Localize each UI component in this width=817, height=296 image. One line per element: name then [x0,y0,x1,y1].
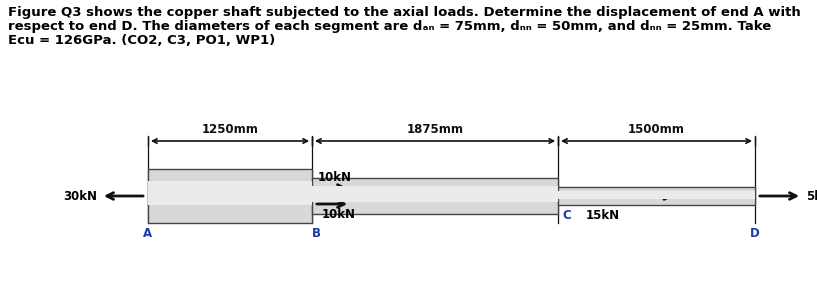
Text: 1500mm: 1500mm [628,123,685,136]
Text: 1250mm: 1250mm [202,123,258,136]
Text: 1875mm: 1875mm [407,123,463,136]
Bar [148,169,312,223]
Text: 10kN: 10kN [322,208,356,221]
Text: 15kN: 15kN [586,209,620,222]
Bar [312,186,558,202]
Text: 10kN: 10kN [318,171,352,184]
Bar [312,178,558,214]
Bar [148,181,312,205]
Text: D: D [750,227,760,240]
Text: A: A [144,227,153,240]
Text: respect to end D. The diameters of each segment are dₐₙ = 75mm, dₙₙ = 50mm, and : respect to end D. The diameters of each … [8,20,771,33]
Text: B: B [312,227,321,240]
Bar [558,187,755,205]
Text: 5kN: 5kN [806,189,817,202]
Text: Ecu = 126GPa. (CO2, C3, PO1, WP1): Ecu = 126GPa. (CO2, C3, PO1, WP1) [8,34,275,47]
Text: Figure Q3 shows the copper shaft subjected to the axial loads. Determine the dis: Figure Q3 shows the copper shaft subject… [8,6,801,19]
Text: C: C [562,209,571,222]
Bar [558,191,755,199]
Text: 30kN: 30kN [63,189,97,202]
